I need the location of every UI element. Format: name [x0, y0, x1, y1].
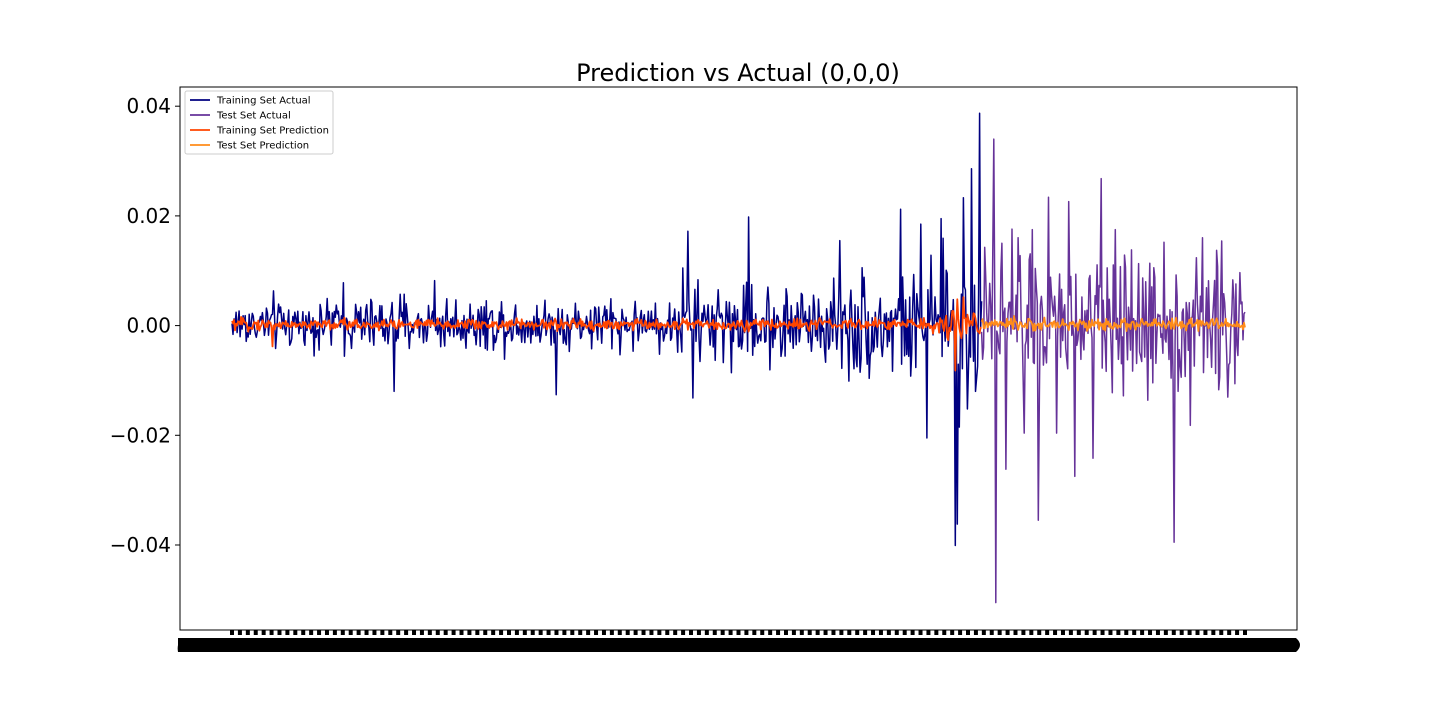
series-layer — [231, 112, 1246, 604]
legend-label: Test Set Actual — [216, 111, 291, 122]
x-tick-labels-overlap — [178, 638, 1296, 652]
y-tick-label: 0.04 — [126, 94, 171, 118]
series-line-training-set-actual — [231, 112, 983, 547]
y-tick-label: 0.00 — [126, 314, 171, 338]
y-axis: 0.04 0.02 0.00 −0.02 −0.04 — [110, 94, 180, 557]
legend-label: Test Set Prediction — [216, 141, 309, 152]
legend: Training Set Actual Test Set Actual Traini… — [184, 90, 334, 155]
legend-label: Training Set Actual — [216, 96, 311, 107]
plot-area — [179, 86, 1298, 631]
x-axis — [177, 630, 1301, 652]
legend-box — [184, 90, 334, 155]
legend-label: Training Set Prediction — [216, 126, 329, 137]
series-line-training-set-prediction — [231, 296, 982, 372]
series-line-test-set-actual — [980, 138, 1246, 604]
chart-title: Prediction vs Actual (0,0,0) — [576, 59, 900, 87]
y-tick-label: −0.02 — [110, 423, 171, 447]
y-tick-label: −0.04 — [110, 533, 171, 557]
y-tick-label: 0.02 — [126, 204, 171, 228]
series-line-test-set-prediction — [980, 315, 1246, 333]
